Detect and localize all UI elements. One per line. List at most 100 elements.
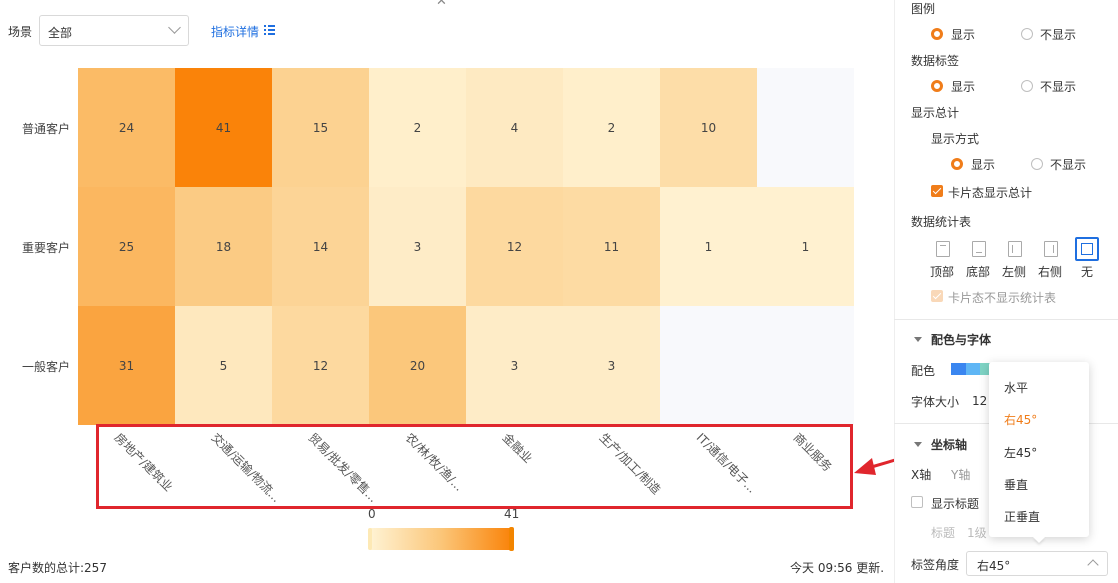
scene-select-value: 全部 [48,26,73,40]
heatmap-cell[interactable]: 2 [369,68,466,187]
card-hide-stat-checkbox [931,290,943,302]
data-label-hide-radio[interactable] [1021,80,1033,92]
list-icon[interactable] [264,25,275,35]
legend-max-handle[interactable] [509,527,514,551]
heatmap-cell[interactable]: 3 [369,187,466,306]
scene-select[interactable]: 全部 [39,15,189,46]
position-top-label[interactable]: 顶部 [930,265,955,279]
dropdown-caret [1033,537,1045,543]
swatch-1 [951,363,966,375]
angle-option-upright-vertical[interactable]: 正垂直 [1004,510,1041,524]
legend-hide-label[interactable]: 不显示 [1040,28,1077,42]
card-hide-stat-label: 卡片态不显示统计表 [948,291,1057,305]
position-right-icon[interactable] [1044,241,1058,257]
annotation-highlight-box [96,424,853,509]
total-section-title: 显示总计 [911,106,960,120]
total-summary: 客户数的总计:257 [8,561,107,575]
heatmap-cell[interactable]: 1 [660,187,757,306]
heatmap-cell[interactable]: 20 [369,306,466,425]
scene-label: 场景 [8,25,33,39]
label-angle-select[interactable]: 右45° [966,551,1108,576]
show-title-checkbox[interactable] [911,496,923,508]
color-font-section-title[interactable]: 配色与字体 [931,333,992,347]
data-label-hide-label[interactable]: 不显示 [1040,80,1077,94]
close-icon[interactable]: ✕ [436,0,447,9]
heatmap-cell[interactable] [660,306,757,425]
section-divider [894,319,1118,320]
heatmap-cell[interactable]: 18 [175,187,272,306]
position-bottom-label[interactable]: 底部 [966,265,991,279]
heatmap-cell[interactable]: 1 [757,187,854,306]
row-label: 普通客户 [21,121,70,136]
position-top-icon[interactable] [936,241,950,257]
stat-table-section-title: 数据统计表 [911,215,972,229]
update-time: 今天 09:56 更新. [790,561,885,575]
legend-max-label: 41 [504,507,520,521]
heatmap-cell[interactable]: 3 [563,306,660,425]
title-label: 标题 [931,526,956,540]
data-label-show-label[interactable]: 显示 [951,80,976,94]
position-right-label[interactable]: 右侧 [1038,265,1063,279]
collapse-caret-icon[interactable] [914,337,922,342]
label-angle-label: 标签角度 [911,558,960,572]
heatmap-cell[interactable]: 41 [175,68,272,187]
row-label: 重要客户 [21,240,70,255]
legend-section-title: 图例 [911,2,936,16]
heatmap-chart: 普通客户 24 41 15 2 4 2 10 重要客户 25 18 14 3 12 11 1 1 一般客户 31 5 1… [21,68,854,505]
collapse-caret-icon[interactable] [914,442,922,447]
label-angle-value: 右45° [977,559,1011,573]
legend-show-radio[interactable] [931,28,943,40]
x-axis-tab[interactable]: X轴 [911,468,932,482]
font-size-value[interactable]: 12 [972,394,988,408]
heatmap-cell[interactable]: 12 [466,187,563,306]
heatmap-cell[interactable]: 10 [660,68,757,187]
card-show-total-checkbox[interactable] [931,185,943,197]
heatmap-cell[interactable]: 4 [466,68,563,187]
data-label-show-radio[interactable] [931,80,943,92]
heatmap-cell[interactable]: 24 [78,68,175,187]
legend-min-handle[interactable] [368,528,372,550]
heatmap-cell[interactable]: 2 [563,68,660,187]
heatmap-cell[interactable]: 5 [175,306,272,425]
heatmap-cell[interactable]: 11 [563,187,660,306]
position-bottom-icon[interactable] [972,241,986,257]
metric-details-link[interactable]: 指标详情 [211,25,260,39]
card-show-total-label[interactable]: 卡片态显示总计 [948,186,1033,200]
legend-min-label: 0 [368,507,376,521]
angle-option-horizontal[interactable]: 水平 [1004,381,1029,395]
data-label-section-title: 数据标签 [911,54,960,68]
position-none-icon[interactable] [1075,237,1099,261]
display-hide-radio[interactable] [1031,158,1043,170]
position-left-icon[interactable] [1008,241,1022,257]
position-left-label[interactable]: 左侧 [1002,265,1027,279]
angle-option-left45[interactable]: 左45° [1004,446,1038,460]
angle-option-right45[interactable]: 右45° [1004,413,1038,427]
heatmap-cell[interactable]: 31 [78,306,175,425]
chevron-up-icon [1087,559,1099,571]
row-label: 一般客户 [21,359,70,374]
swatch-2 [965,363,981,375]
label-angle-dropdown: 水平 右45° 左45° 垂直 正垂直 [989,362,1089,537]
axis-section-title[interactable]: 坐标轴 [931,438,968,452]
position-none-label[interactable]: 无 [1081,265,1094,279]
heatmap-cell[interactable]: 25 [78,187,175,306]
heatmap-cell[interactable] [757,68,854,187]
heatmap-cell[interactable]: 12 [272,306,369,425]
title-level: 1级 [967,526,987,540]
heatmap-cell[interactable]: 3 [466,306,563,425]
legend-hide-radio[interactable] [1021,28,1033,40]
heatmap-cell[interactable]: 15 [272,68,369,187]
y-axis-tab[interactable]: Y轴 [951,468,971,482]
show-title-label[interactable]: 显示标题 [931,497,980,511]
display-show-radio[interactable] [951,158,963,170]
heatmap-cell[interactable]: 14 [272,187,369,306]
color-label: 配色 [911,364,936,378]
angle-option-vertical[interactable]: 垂直 [1004,478,1029,492]
color-legend-bar [370,528,512,550]
heatmap-cell[interactable] [757,306,854,425]
legend-show-label[interactable]: 显示 [951,28,976,42]
display-mode-label: 显示方式 [931,132,980,146]
font-size-label: 字体大小 [911,395,960,409]
display-show-label[interactable]: 显示 [971,158,996,172]
display-hide-label[interactable]: 不显示 [1050,158,1087,172]
